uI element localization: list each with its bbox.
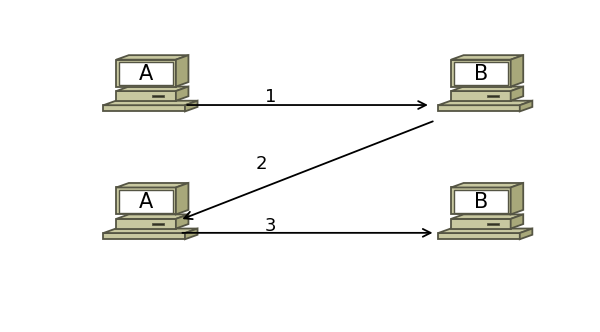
Polygon shape xyxy=(511,183,523,214)
Polygon shape xyxy=(116,87,188,91)
Text: 2: 2 xyxy=(255,155,267,173)
Polygon shape xyxy=(116,214,188,219)
Polygon shape xyxy=(520,101,532,112)
Text: B: B xyxy=(474,192,488,212)
Polygon shape xyxy=(176,183,188,214)
FancyBboxPatch shape xyxy=(152,223,164,225)
FancyBboxPatch shape xyxy=(487,95,499,97)
FancyBboxPatch shape xyxy=(116,60,176,87)
FancyBboxPatch shape xyxy=(116,188,176,214)
FancyBboxPatch shape xyxy=(487,223,499,225)
FancyBboxPatch shape xyxy=(438,233,520,239)
FancyBboxPatch shape xyxy=(454,190,508,213)
Polygon shape xyxy=(511,214,523,228)
FancyBboxPatch shape xyxy=(451,219,511,228)
Polygon shape xyxy=(511,55,523,87)
Polygon shape xyxy=(176,214,188,228)
Polygon shape xyxy=(451,87,523,91)
FancyBboxPatch shape xyxy=(451,60,511,87)
Polygon shape xyxy=(438,101,532,105)
Polygon shape xyxy=(438,228,532,233)
Text: 3: 3 xyxy=(265,217,276,235)
Text: A: A xyxy=(139,64,153,84)
FancyBboxPatch shape xyxy=(451,188,511,214)
Text: B: B xyxy=(474,64,488,84)
Polygon shape xyxy=(511,87,523,101)
FancyBboxPatch shape xyxy=(438,105,520,112)
Polygon shape xyxy=(103,228,197,233)
FancyBboxPatch shape xyxy=(119,190,173,213)
Polygon shape xyxy=(451,183,523,188)
Text: 1: 1 xyxy=(265,88,276,106)
FancyBboxPatch shape xyxy=(451,91,511,101)
FancyBboxPatch shape xyxy=(116,91,176,101)
Polygon shape xyxy=(103,101,197,105)
Polygon shape xyxy=(116,183,188,188)
FancyBboxPatch shape xyxy=(116,219,176,228)
Polygon shape xyxy=(451,214,523,219)
Polygon shape xyxy=(185,101,197,112)
Polygon shape xyxy=(451,55,523,60)
FancyBboxPatch shape xyxy=(152,95,164,97)
FancyBboxPatch shape xyxy=(103,233,185,239)
Text: A: A xyxy=(139,192,153,212)
Polygon shape xyxy=(176,55,188,87)
Polygon shape xyxy=(520,228,532,239)
Polygon shape xyxy=(116,55,188,60)
FancyBboxPatch shape xyxy=(103,105,185,112)
Polygon shape xyxy=(185,228,197,239)
FancyBboxPatch shape xyxy=(454,62,508,85)
FancyBboxPatch shape xyxy=(119,62,173,85)
Polygon shape xyxy=(176,87,188,101)
